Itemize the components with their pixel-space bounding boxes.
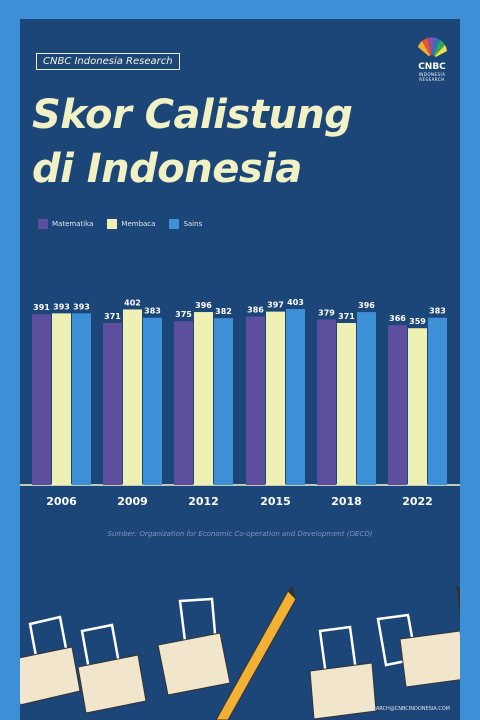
data-label-matematika-2018: 379 <box>318 308 335 317</box>
data-label-matematika-2015: 386 <box>247 305 264 314</box>
binder-clip-3 <box>157 597 231 696</box>
data-label-sains-2018: 396 <box>358 301 375 310</box>
bar-membaca-2012 <box>194 312 213 485</box>
logo-subtext-2: RESEARCH <box>419 77 445 82</box>
data-label-membaca-2006: 393 <box>53 302 70 311</box>
bar-sains-2022 <box>428 317 447 485</box>
data-label-sains-2012: 382 <box>215 307 232 316</box>
bar-matematika-2009 <box>103 322 122 485</box>
legend-item-matematika: Matematika <box>38 219 93 229</box>
pencil-2 <box>456 585 460 619</box>
infographic-card: CNBC Indonesia Research CNBC INDONESIA R… <box>20 19 460 720</box>
pencil <box>215 585 297 720</box>
x-tick-label-2009: 2009 <box>117 495 148 508</box>
bar-matematika-2022 <box>388 325 407 485</box>
data-label-matematika-2022: 366 <box>389 314 406 323</box>
bar-matematika-2006 <box>32 314 51 485</box>
data-label-membaca-2009: 402 <box>124 298 141 307</box>
data-label-sains-2022: 383 <box>429 307 446 316</box>
bar-membaca-2006 <box>52 313 71 485</box>
bar-sains-2006 <box>72 313 91 485</box>
legend-item-sains: Sains <box>169 219 202 229</box>
data-label-sains-2009: 383 <box>144 307 161 316</box>
bar-matematika-2012 <box>174 321 193 485</box>
source-note: Sumber: Organization for Economic Co-ope… <box>107 530 373 538</box>
data-label-membaca-2018: 371 <box>338 312 355 321</box>
binder-clip-4 <box>309 625 377 720</box>
bar-sains-2012 <box>214 318 233 485</box>
page-title-line2: di Indonesia <box>32 146 302 192</box>
legend-label-membaca: Membaca <box>121 220 156 228</box>
legend-label-matematika: Matematika <box>52 220 94 228</box>
cnbc-logo: CNBC INDONESIA RESEARCH <box>412 35 452 82</box>
bar-chart: 391 393 3932006371402383200937539638220123… <box>20 298 460 508</box>
page-title-line1: Skor Calistung <box>32 92 353 138</box>
legend-swatch-membaca <box>107 219 118 229</box>
binder-clips-illustration <box>20 585 460 720</box>
footer-email: RESEARCH@CNBCINDONESIA.COM <box>362 706 450 712</box>
legend-swatch-matematika <box>38 219 48 229</box>
x-tick-label-2012: 2012 <box>188 495 219 508</box>
bar-matematika-2015 <box>246 316 265 485</box>
x-tick-label-2022: 2022 <box>402 495 433 508</box>
data-label-matematika-2012: 375 <box>175 310 192 319</box>
bar-membaca-2018 <box>337 322 356 485</box>
data-label-sains-2006: 393 <box>73 302 90 311</box>
bar-sains-2009 <box>143 317 162 485</box>
bar-membaca-2022 <box>408 328 427 485</box>
bar-sains-2018 <box>357 312 376 485</box>
data-label-matematika-2006: 391 <box>33 303 50 312</box>
peacock-icon <box>418 37 447 63</box>
legend-item-membaca: Membaca <box>107 219 155 229</box>
legend-swatch-sains <box>169 219 180 229</box>
bar-membaca-2009 <box>123 309 142 485</box>
data-label-membaca-2012: 396 <box>195 301 212 310</box>
research-tag: CNBC Indonesia Research <box>36 53 180 70</box>
legend-label-sains: Sains <box>183 220 203 228</box>
binder-clip-1 <box>20 615 81 706</box>
data-label-matematika-2009: 371 <box>104 312 121 321</box>
bar-membaca-2015 <box>266 311 285 485</box>
data-label-membaca-2015: 397 <box>267 301 284 310</box>
logo-subtext: INDONESIA <box>418 72 446 77</box>
binder-clip-2 <box>77 623 147 714</box>
chart-legend: Matematika Membaca Sains <box>38 219 202 229</box>
data-label-membaca-2022: 359 <box>409 317 426 326</box>
bar-sains-2015 <box>286 309 305 485</box>
bar-matematika-2018 <box>317 319 336 485</box>
x-tick-label-2006: 2006 <box>46 495 77 508</box>
data-label-sains-2015: 403 <box>287 298 304 307</box>
binder-clip-5 <box>376 613 460 688</box>
x-tick-label-2018: 2018 <box>331 495 362 508</box>
x-tick-label-2015: 2015 <box>260 495 291 508</box>
logo-wordmark: CNBC <box>418 62 446 72</box>
